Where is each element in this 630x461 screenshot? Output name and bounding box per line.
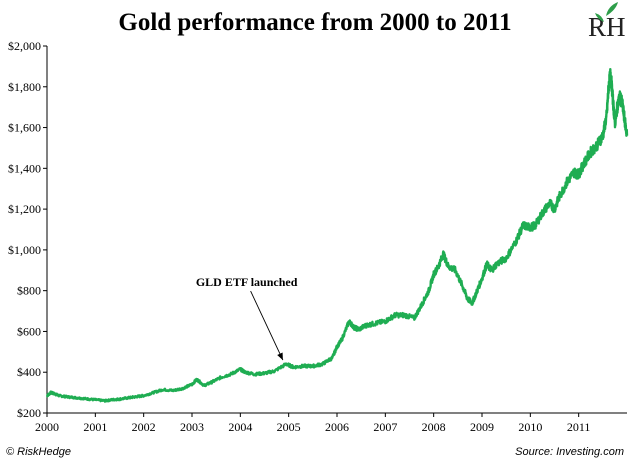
- x-axis: 2000 2001 2002 2003 2004 2005 2006 2007 2008 2009…: [35, 413, 590, 434]
- x-tick-label: 2006: [325, 420, 349, 434]
- logo-text: RH: [588, 12, 626, 42]
- y-tick-label: $1,000: [8, 243, 41, 257]
- y-tick-label: $800: [17, 284, 41, 298]
- y-tick-label: $600: [17, 324, 41, 338]
- arrow-head: [277, 352, 283, 361]
- x-tick-label: 2009: [470, 420, 494, 434]
- series-line: [46, 68, 629, 403]
- x-tick-label: 2007: [373, 420, 397, 434]
- annotation-arrow: [250, 290, 284, 361]
- y-axis: $200 $400 $600 $800 $1,000 $1,200 $1,400 $1,600…: [8, 39, 47, 420]
- x-tick-label: 2011: [567, 420, 591, 434]
- leaf-icon: [606, 2, 618, 16]
- x-tick-label: 2005: [277, 420, 301, 434]
- x-tick-label: 2003: [180, 420, 204, 434]
- annotation: GLD ETF launched: [196, 275, 298, 361]
- y-tick-label: $200: [17, 406, 41, 420]
- footer-credit: © RiskHedge: [6, 446, 71, 458]
- x-tick-label: 2002: [132, 420, 156, 434]
- axes: [46, 46, 627, 414]
- x-tick-label: 2004: [228, 420, 252, 434]
- logo: RH: [588, 2, 626, 42]
- x-tick-label: 2001: [83, 420, 107, 434]
- y-tick-label: $1,800: [8, 80, 41, 94]
- y-tick-label: $1,600: [8, 121, 41, 135]
- y-tick-label: $1,200: [8, 202, 41, 216]
- y-tick-label: $2,000: [8, 39, 41, 53]
- y-tick-label: $1,400: [8, 161, 41, 175]
- y-tick-label: $400: [17, 365, 41, 379]
- chart-title: Gold performance from 2000 to 2011: [118, 9, 511, 36]
- leaf-icon-small: [595, 13, 604, 22]
- x-tick-label: 2010: [518, 420, 542, 434]
- x-tick-label: 2008: [422, 420, 446, 434]
- footer-source: Source: Investing.com: [515, 446, 624, 458]
- annotation-label: GLD ETF launched: [196, 275, 298, 289]
- x-tick-label: 2000: [35, 420, 59, 434]
